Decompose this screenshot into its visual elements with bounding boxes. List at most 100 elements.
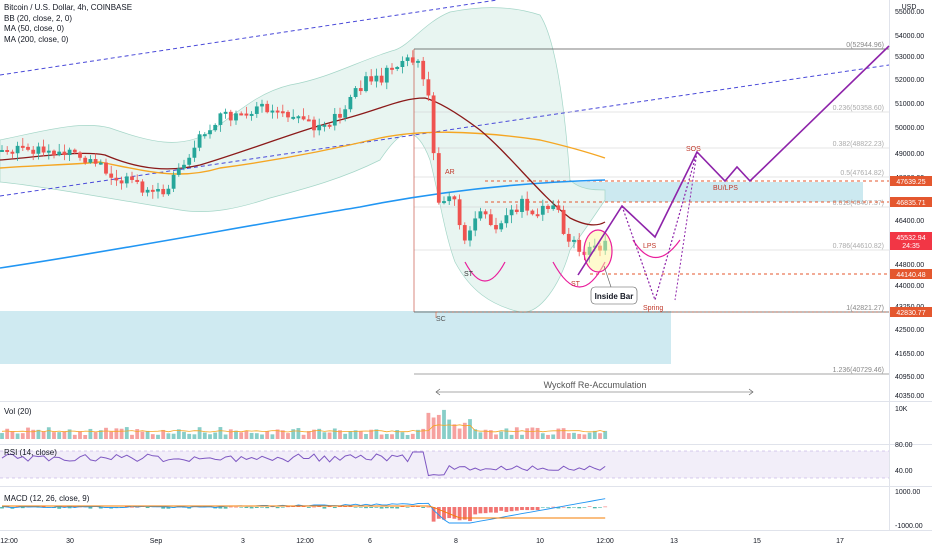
candle-body[interactable] [98, 162, 103, 165]
candle-body[interactable] [36, 146, 41, 154]
candle-body[interactable] [291, 116, 296, 119]
lower-trendline[interactable] [0, 64, 890, 197]
candle-body[interactable] [572, 239, 576, 242]
candle-body[interactable] [156, 188, 160, 192]
candle-body[interactable] [5, 149, 10, 152]
time-axis[interactable]: 12:00 30 Sep 3 12:00 6 8 10 12:00 13 15 17 [0, 538, 844, 545]
candle-body[interactable] [410, 57, 415, 63]
candle-body[interactable] [395, 66, 400, 69]
candle-body[interactable] [57, 151, 62, 156]
candle-body[interactable] [286, 111, 290, 118]
support-zone[interactable] [0, 311, 671, 364]
candle-body[interactable] [249, 113, 254, 116]
candle-body[interactable] [312, 119, 316, 131]
macd-pane-label[interactable]: MACD (12, 26, close, 9) [4, 494, 90, 503]
volume-bars[interactable] [0, 409, 608, 439]
candle-body[interactable] [390, 67, 394, 70]
candle-body[interactable] [140, 181, 145, 193]
candle-body[interactable] [535, 214, 540, 217]
candle-body[interactable] [31, 149, 36, 154]
candle-body[interactable] [421, 60, 426, 80]
candle-body[interactable] [192, 147, 197, 158]
candle-body[interactable] [260, 103, 264, 107]
candle-body[interactable] [20, 145, 25, 148]
candle-body[interactable] [405, 57, 410, 61]
candle-body[interactable] [504, 215, 509, 224]
volume-pane-label[interactable]: Vol (20) [4, 407, 32, 416]
candle-body[interactable] [556, 205, 561, 210]
candle-body[interactable] [379, 75, 384, 83]
candle-body[interactable] [478, 211, 483, 219]
candle-body[interactable] [239, 113, 244, 116]
candle-body[interactable] [72, 149, 77, 153]
indicator-ma50[interactable]: MA (50, close, 0) [4, 24, 65, 34]
candle-body[interactable] [457, 199, 462, 226]
macd-histogram[interactable] [0, 505, 608, 522]
inside-bar-highlight[interactable] [583, 229, 613, 273]
candle-body[interactable] [15, 145, 20, 154]
candle-body[interactable] [265, 103, 270, 113]
candle-body[interactable] [130, 176, 134, 180]
spring-projection[interactable] [621, 151, 698, 302]
candle-body[interactable] [301, 116, 306, 120]
candle-body[interactable] [452, 196, 457, 200]
candle-body[interactable] [530, 210, 535, 215]
candle-body[interactable] [327, 124, 332, 127]
candle-body[interactable] [62, 151, 67, 156]
candle-body[interactable] [46, 150, 51, 153]
candle-body[interactable] [343, 109, 348, 118]
candle-body[interactable] [374, 75, 379, 82]
candle-body[interactable] [369, 76, 374, 82]
candle-body[interactable] [10, 151, 15, 154]
candle-body[interactable] [109, 173, 114, 178]
candle-body[interactable] [202, 134, 207, 137]
candle-body[interactable] [78, 152, 82, 158]
candle-body[interactable] [338, 113, 342, 118]
candle-body[interactable] [462, 225, 467, 241]
candle-body[interactable] [509, 209, 514, 216]
candle-body[interactable] [218, 113, 223, 125]
candle-body[interactable] [119, 180, 124, 184]
candle-body[interactable] [426, 79, 431, 96]
candle-body[interactable] [171, 174, 176, 189]
candle-body[interactable] [67, 149, 72, 156]
candle-body[interactable] [135, 179, 140, 182]
candle-body[interactable] [270, 110, 275, 113]
candle-body[interactable] [561, 209, 566, 234]
candle-body[interactable] [166, 188, 171, 195]
candle-body[interactable] [161, 188, 166, 195]
candle-body[interactable] [364, 76, 368, 92]
candle-body[interactable] [0, 149, 4, 152]
candle-body[interactable] [114, 177, 119, 181]
fib-retracement[interactable]: 0(52944.96) 0.236(50358.60) 0.382(48822.… [413, 42, 889, 375]
candle-body[interactable] [494, 225, 498, 230]
candle-body[interactable] [187, 157, 192, 165]
candle-body[interactable] [400, 60, 405, 67]
projection-path[interactable] [577, 45, 890, 276]
candle-body[interactable] [296, 116, 301, 119]
ma200-line[interactable] [0, 179, 606, 269]
candle-body[interactable] [306, 119, 311, 122]
candle-body[interactable] [447, 196, 452, 202]
candle-body[interactable] [228, 111, 233, 121]
candle-body[interactable] [213, 124, 218, 131]
candle-body[interactable] [52, 150, 56, 156]
candle-body[interactable] [384, 67, 389, 83]
candle-body[interactable] [546, 205, 550, 210]
candle-body[interactable] [499, 223, 504, 230]
symbol-title[interactable]: Bitcoin / U.S. Dollar, 4h, COINBASE [4, 3, 133, 12]
candle-body[interactable] [332, 113, 337, 126]
candle-body[interactable] [244, 113, 249, 116]
candle-body[interactable] [254, 106, 259, 114]
candle-body[interactable] [353, 88, 358, 97]
candle-body[interactable] [577, 239, 582, 252]
indicator-bb[interactable]: BB (20, close, 2, 0) [4, 13, 73, 23]
candle-body[interactable] [234, 113, 238, 121]
candle-body[interactable] [551, 205, 556, 210]
candle-body[interactable] [275, 110, 280, 113]
candle-body[interactable] [436, 153, 441, 203]
candle-body[interactable] [182, 164, 186, 169]
inside-bar-callout[interactable] [590, 286, 638, 305]
candle-body[interactable] [104, 162, 108, 174]
